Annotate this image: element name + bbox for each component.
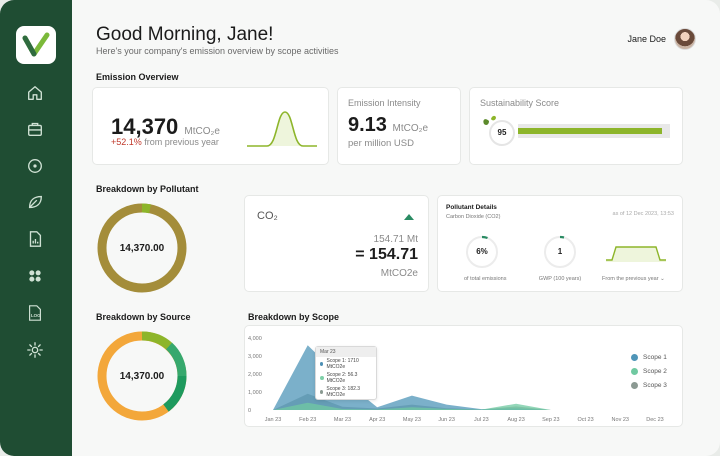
user-name: Jane Doe: [627, 34, 666, 44]
intensity-sub: per million USD: [348, 138, 414, 149]
source-donut-chart: [97, 331, 187, 421]
score-value: 95: [497, 128, 507, 137]
x-tick-label: Apr 23: [369, 417, 385, 423]
score-bar-fill: [518, 128, 663, 134]
total-emissions-change: +52.1% from previous year: [111, 137, 219, 147]
percent-label: of total emissions: [464, 276, 507, 282]
x-tick-label: Jun 23: [438, 417, 455, 423]
source-donut-center: 14,370.00: [119, 371, 165, 382]
intensity-label: Emission Intensity: [348, 98, 421, 108]
chevron-down-icon: ⌄: [660, 276, 665, 282]
tooltip-month: Mar 23: [316, 347, 376, 357]
y-tick-label: 2,000: [248, 372, 262, 378]
source-slice-3: [163, 375, 187, 412]
log-icon[interactable]: LOG: [24, 302, 46, 324]
percent-ring: [466, 235, 498, 268]
gwp-label: GWP (100 years): [538, 276, 582, 282]
x-tick-label: Aug 23: [507, 417, 524, 423]
chart-tooltip: Mar 23 Scope 1: 1710 MtCO2e Scope 2: 56.…: [315, 346, 377, 400]
trend-sparkline: [606, 246, 666, 262]
briefcase-icon[interactable]: [24, 118, 46, 140]
trend-dropdown[interactable]: From the previous year ⌄: [602, 276, 665, 282]
user-menu[interactable]: Jane Doe: [627, 28, 696, 50]
percent-value: 6%: [476, 247, 488, 256]
score-label: Sustainability Score: [480, 98, 560, 108]
x-tick-label: Mar 23: [334, 417, 351, 423]
avatar[interactable]: [674, 28, 696, 50]
source-slice-1: [141, 331, 172, 350]
co2-label: CO₂: [257, 210, 278, 222]
source-slice-2: [165, 342, 187, 377]
main-content: Good Morning, Jane! Here's your company'…: [72, 0, 720, 456]
scope-chart-card: 4,000 3,000 2,000 1,000 0 Jan 23 Feb 23 Mar 23 A…: [244, 325, 683, 427]
gwp-ring: [544, 235, 576, 268]
pollutant-details-title: Pollutant Details: [446, 204, 497, 211]
legend-scope-3[interactable]: Scope 3: [631, 382, 667, 389]
legend-scope-1[interactable]: Scope 1: [631, 354, 667, 361]
trend-up-icon: [404, 214, 414, 220]
grid-icon[interactable]: [24, 265, 46, 287]
y-tick-label: 1,000: [248, 390, 262, 396]
pollutant-breakdown-title: Breakdown by Pollutant: [96, 184, 199, 194]
report-icon[interactable]: [24, 228, 46, 250]
area-scope-2: [273, 402, 655, 410]
total-emissions-card: 14,370 MtCO₂e +52.1% from previous year: [92, 87, 329, 165]
x-tick-label: Jan 23: [265, 417, 282, 423]
total-emissions-value: 14,370 MtCO₂e: [111, 114, 220, 139]
co2-unit: MtCO2e: [380, 268, 418, 279]
svg-text:LOG: LOG: [31, 313, 41, 318]
page-subtitle: Here's your company's emission overview …: [96, 46, 339, 56]
x-tick-label: Nov 23: [612, 417, 629, 423]
tooltip-row: Scope 3: 182.3 MtCO2e: [316, 385, 376, 399]
y-tick-label: 0: [248, 408, 251, 414]
pollutant-slice-co2: [141, 203, 151, 214]
tooltip-row: Scope 1: 1710 MtCO2e: [316, 357, 376, 371]
leaf-icon[interactable]: [24, 191, 46, 213]
emission-intensity-card: Emission Intensity 9.13 MtCO₂e per milli…: [337, 87, 461, 165]
x-tick-label: May 23: [403, 417, 421, 423]
pollutant-donut-chart: [97, 203, 187, 293]
x-tick-label: Dec 23: [646, 417, 663, 423]
tooltip-row: Scope 2: 56.3 MtCO2e: [316, 371, 376, 385]
y-tick-label: 4,000: [248, 336, 262, 342]
scope-breakdown-title: Breakdown by Scope: [248, 312, 340, 322]
home-icon[interactable]: [24, 82, 46, 104]
intensity-value: 9.13 MtCO₂e: [348, 114, 429, 136]
target-icon[interactable]: [24, 155, 46, 177]
x-tick-label: Feb 23: [299, 417, 316, 423]
co2-previous: 154.71 Mt: [373, 234, 418, 245]
settings-icon[interactable]: [24, 339, 46, 361]
x-tick-label: Oct 23: [577, 417, 593, 423]
total-emissions-sparkline: [247, 111, 317, 147]
co2-card[interactable]: CO₂ 154.71 Mt = 154.71 MtCO2e: [244, 195, 429, 292]
x-tick-label: Sep 23: [542, 417, 559, 423]
source-breakdown-title: Breakdown by Source: [96, 312, 191, 322]
y-tick-label: 3,000: [248, 354, 262, 360]
co2-value: = 154.71: [355, 246, 418, 263]
emission-overview-title: Emission Overview: [96, 72, 179, 82]
legend-scope-2[interactable]: Scope 2: [631, 368, 667, 375]
logo-icon: [22, 32, 50, 57]
sustainability-score-card: Sustainability Score 95: [469, 87, 683, 165]
app-logo[interactable]: [16, 26, 56, 64]
pollutant-donut-center: 14,370.00: [119, 243, 165, 254]
score-gauge: [483, 115, 515, 146]
page-title: Good Morning, Jane!: [96, 24, 274, 45]
sidebar: LOG: [0, 0, 72, 456]
pollutant-details-card: Pollutant Details Carbon Dioxide (CO2) a…: [437, 195, 683, 292]
gwp-value: 1: [557, 247, 563, 256]
x-tick-label: Jul 23: [474, 417, 489, 423]
pollutant-details-date: as of 12 Dec 2023, 13:53: [612, 211, 674, 217]
pollutant-details-subtitle: Carbon Dioxide (CO2): [446, 214, 501, 220]
score-track: [518, 124, 670, 138]
scope-area-chart: 4,000 3,000 2,000 1,000 0 Jan 23 Feb 23 Mar 23 A…: [248, 336, 664, 423]
